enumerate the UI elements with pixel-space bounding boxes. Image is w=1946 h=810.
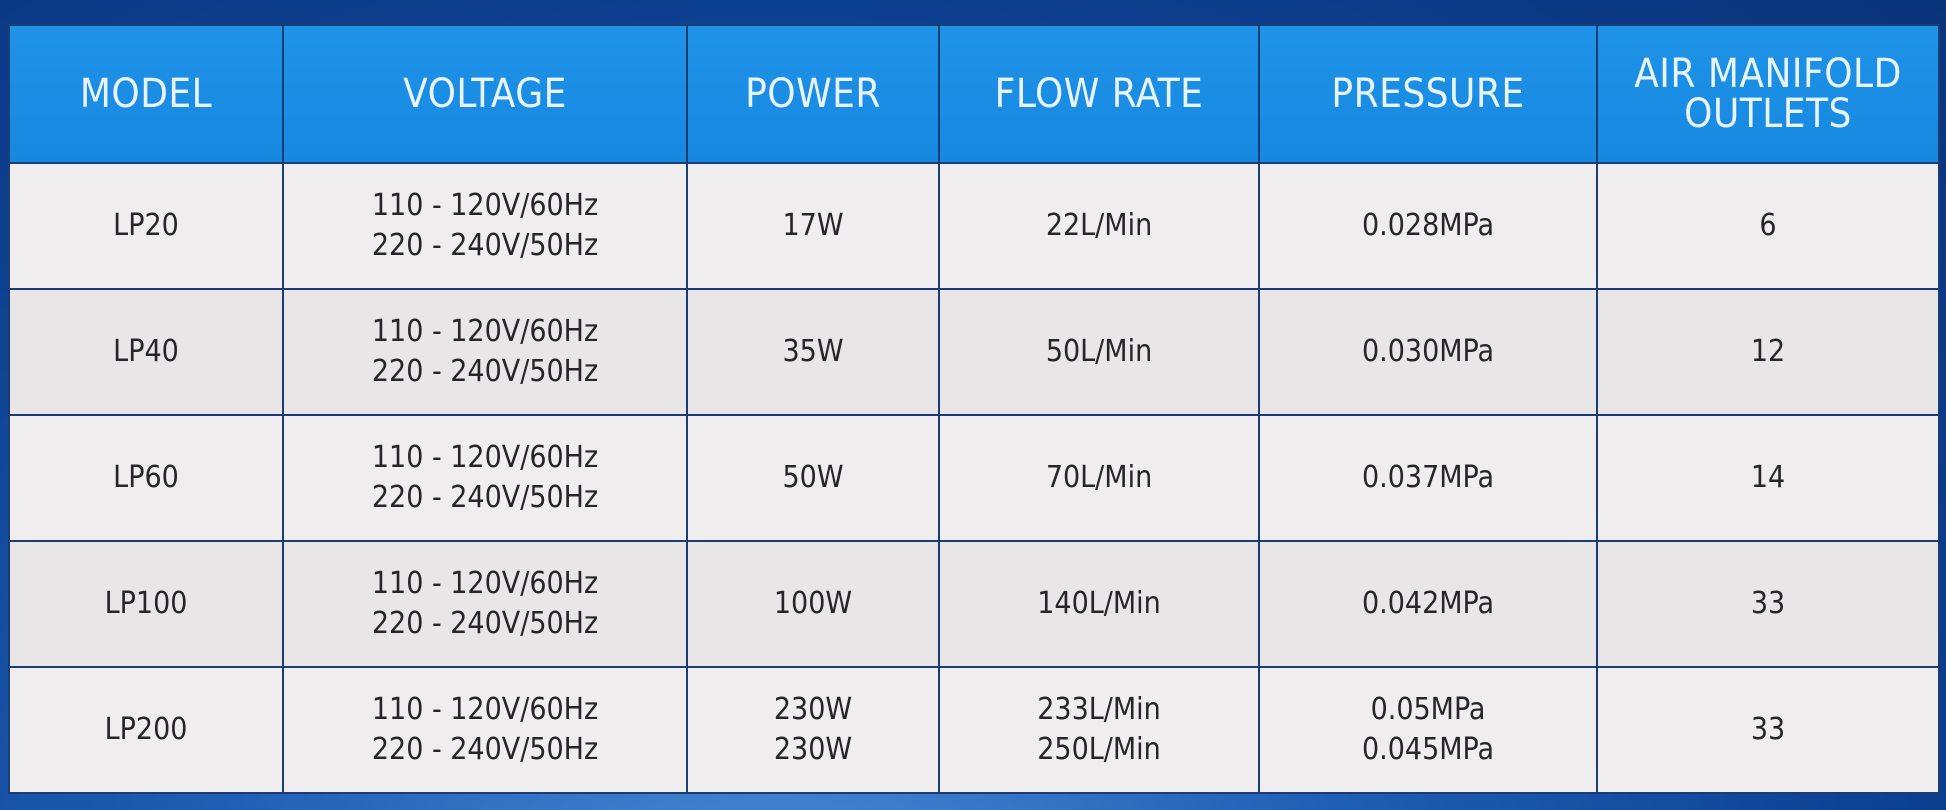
header-model-label: MODEL	[79, 71, 213, 117]
power-cell: 230W 230W	[686, 666, 940, 794]
pressure-cell: 0.030MPa	[1258, 288, 1598, 416]
header-power-label: POWER	[745, 71, 881, 117]
power-cell: 17W	[686, 162, 940, 290]
outlets-cell-text: 12	[1750, 334, 1786, 369]
power-cell: 100W	[686, 540, 940, 668]
header-voltage-label: VOLTAGE	[403, 71, 567, 117]
model-cell: LP60	[8, 414, 284, 542]
flow-rate-cell: 70L/Min	[938, 414, 1260, 542]
outlets-cell-text: 6	[1759, 208, 1777, 243]
power-cell-text: 100W	[773, 586, 853, 621]
table-row: LP20 110 - 120V/60Hz 220 - 240V/50Hz 17W 22L…	[8, 162, 1940, 290]
header-model: MODEL	[8, 24, 284, 164]
header-power: POWER	[686, 24, 940, 164]
power-cell-text: 50W	[782, 460, 844, 495]
power-cell: 35W	[686, 288, 940, 416]
model-cell-text: LP40	[113, 334, 179, 369]
table-row: LP100 110 - 120V/60Hz 220 - 240V/50Hz 100W 1…	[8, 540, 1940, 668]
model-cell: LP20	[8, 162, 284, 290]
pressure-cell: 0.05MPa 0.045MPa	[1258, 666, 1598, 794]
voltage-cell: 110 - 120V/60Hz 220 - 240V/50Hz	[282, 162, 688, 290]
outlets-cell-text: 33	[1750, 712, 1786, 747]
pressure-cell-text: 0.05MPa	[1370, 692, 1486, 727]
voltage-cell-text: 110 - 120V/60Hz	[371, 566, 599, 601]
flow-rate-cell-text: 250L/Min	[1037, 732, 1161, 767]
flow-rate-cell: 50L/Min	[938, 288, 1260, 416]
flow-rate-cell-text: 233L/Min	[1037, 692, 1161, 727]
voltage-cell: 110 - 120V/60Hz 220 - 240V/50Hz	[282, 414, 688, 542]
flow-rate-cell: 22L/Min	[938, 162, 1260, 290]
outlets-cell: 33	[1596, 666, 1940, 794]
pressure-cell-text: 0.042MPa	[1362, 586, 1494, 621]
flow-rate-cell-text: 140L/Min	[1037, 586, 1161, 621]
voltage-cell-text: 220 - 240V/50Hz	[371, 480, 599, 515]
flow-rate-cell-text: 22L/Min	[1045, 208, 1153, 243]
header-outlets-label-line-1: AIR MANIFOLD	[1634, 51, 1902, 97]
header-flow-rate-label: FLOW RATE	[994, 71, 1204, 117]
pressure-cell-text: 0.037MPa	[1362, 460, 1494, 495]
header-flow-rate: FLOW RATE	[938, 24, 1260, 164]
spec-table: MODEL VOLTAGE POWER FLOW RATE PRESSURE A…	[8, 24, 1940, 794]
pressure-cell-text: 0.028MPa	[1362, 208, 1494, 243]
pressure-cell-text: 0.045MPa	[1362, 732, 1494, 767]
outlets-cell: 6	[1596, 162, 1940, 290]
voltage-cell-text: 110 - 120V/60Hz	[371, 188, 599, 223]
pressure-cell: 0.028MPa	[1258, 162, 1598, 290]
power-cell-text: 230W	[773, 732, 853, 767]
voltage-cell-text: 110 - 120V/60Hz	[371, 440, 599, 475]
pressure-cell: 0.042MPa	[1258, 540, 1598, 668]
power-cell-text: 17W	[782, 208, 844, 243]
header-row: MODEL VOLTAGE POWER FLOW RATE PRESSURE A…	[8, 24, 1940, 164]
table-row: LP60 110 - 120V/60Hz 220 - 240V/50Hz 50W 70L…	[8, 414, 1940, 542]
header-pressure: PRESSURE	[1258, 24, 1598, 164]
table-body: LP20 110 - 120V/60Hz 220 - 240V/50Hz 17W 22L…	[8, 162, 1940, 794]
voltage-cell-text: 110 - 120V/60Hz	[371, 314, 599, 349]
model-cell-text: LP60	[113, 460, 179, 495]
outlets-cell: 33	[1596, 540, 1940, 668]
voltage-cell-text: 220 - 240V/50Hz	[371, 606, 599, 641]
header-voltage: VOLTAGE	[282, 24, 688, 164]
flow-rate-cell-text: 50L/Min	[1045, 334, 1153, 369]
voltage-cell-text: 110 - 120V/60Hz	[371, 692, 599, 727]
power-cell: 50W	[686, 414, 940, 542]
table-row: LP200 110 - 120V/60Hz 220 - 240V/50Hz 230W 2…	[8, 666, 1940, 794]
model-cell: LP200	[8, 666, 284, 794]
outlets-cell: 12	[1596, 288, 1940, 416]
flow-rate-cell: 140L/Min	[938, 540, 1260, 668]
model-cell-text: LP200	[104, 712, 188, 747]
voltage-cell-text: 220 - 240V/50Hz	[371, 732, 599, 767]
voltage-cell: 110 - 120V/60Hz 220 - 240V/50Hz	[282, 288, 688, 416]
voltage-cell: 110 - 120V/60Hz 220 - 240V/50Hz	[282, 666, 688, 794]
model-cell: LP40	[8, 288, 284, 416]
flow-rate-cell: 233L/Min 250L/Min	[938, 666, 1260, 794]
model-cell-text: LP100	[104, 586, 188, 621]
pressure-cell: 0.037MPa	[1258, 414, 1598, 542]
header-pressure-label: PRESSURE	[1331, 71, 1525, 117]
outlets-cell-text: 14	[1750, 460, 1786, 495]
power-cell-text: 230W	[773, 692, 853, 727]
voltage-cell: 110 - 120V/60Hz 220 - 240V/50Hz	[282, 540, 688, 668]
outlets-cell-text: 33	[1750, 586, 1786, 621]
header-outlets-label-line-2: OUTLETS	[1684, 91, 1852, 137]
voltage-cell-text: 220 - 240V/50Hz	[371, 354, 599, 389]
pressure-cell-text: 0.030MPa	[1362, 334, 1494, 369]
power-cell-text: 35W	[782, 334, 844, 369]
table-row: LP40 110 - 120V/60Hz 220 - 240V/50Hz 35W 50L…	[8, 288, 1940, 416]
header-air-manifold-outlets: AIR MANIFOLD OUTLETS	[1596, 24, 1940, 164]
voltage-cell-text: 220 - 240V/50Hz	[371, 228, 599, 263]
outlets-cell: 14	[1596, 414, 1940, 542]
flow-rate-cell-text: 70L/Min	[1045, 460, 1153, 495]
model-cell-text: LP20	[113, 208, 179, 243]
model-cell: LP100	[8, 540, 284, 668]
